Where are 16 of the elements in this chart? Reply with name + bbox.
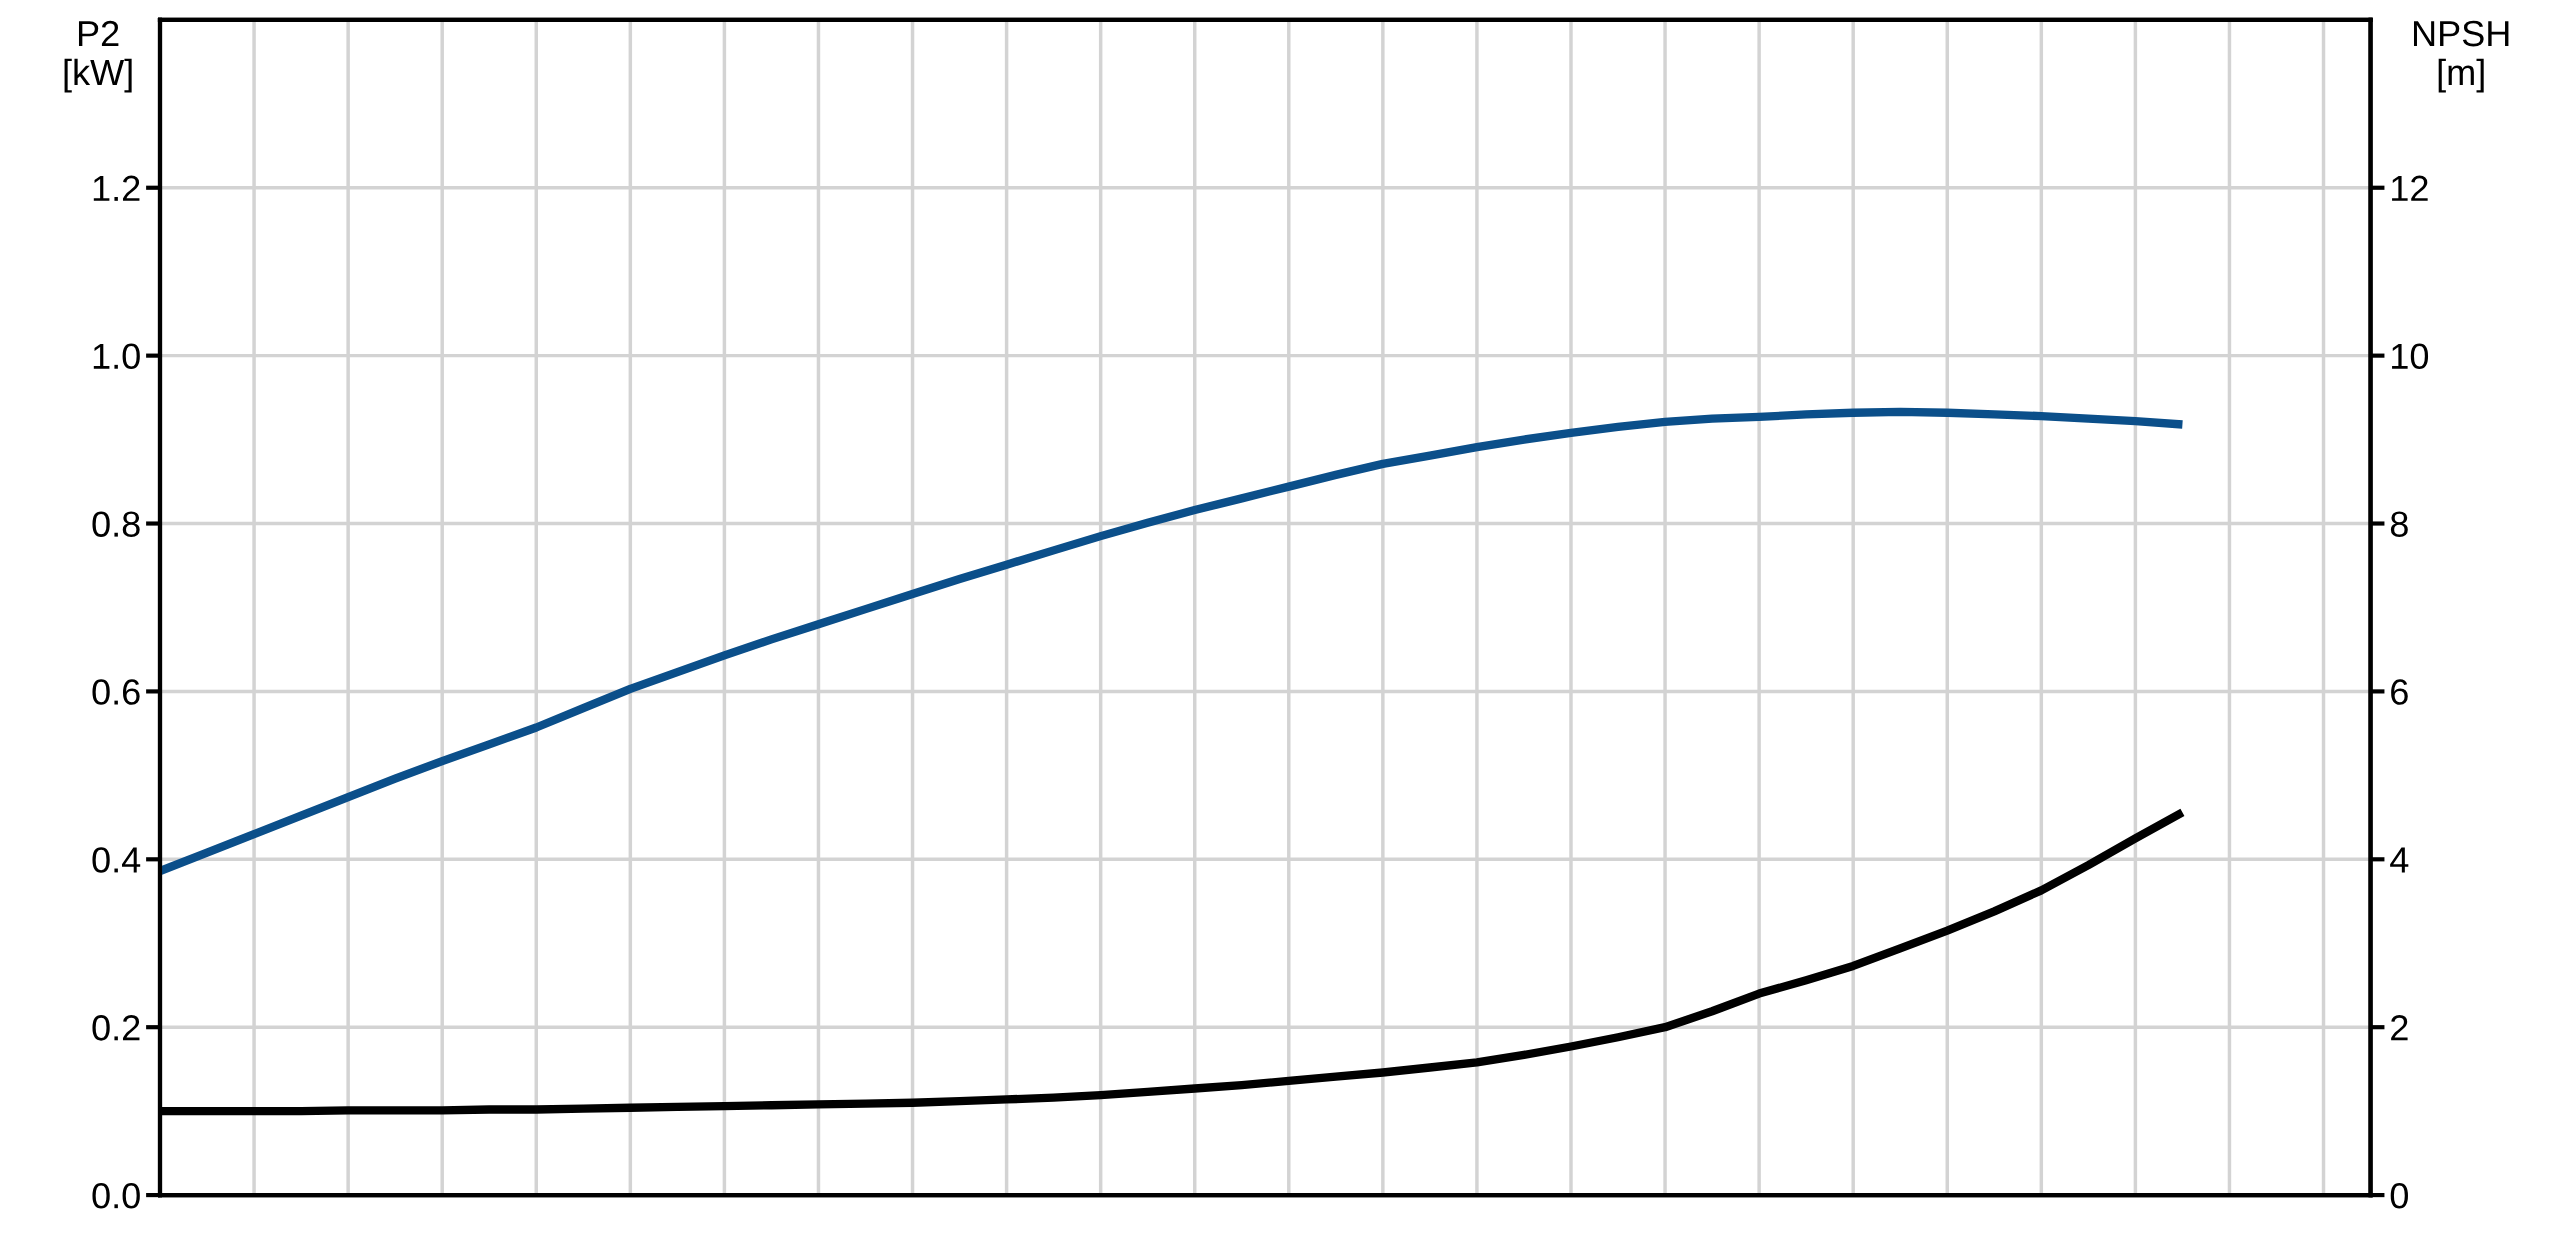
y-tick-label: 0.6	[92, 679, 140, 705]
y-tick-label: 0.8	[92, 511, 140, 537]
y-tick-label: 0.4	[92, 847, 141, 873]
y-tick-label: 0.2	[92, 1015, 140, 1041]
y2-tick-label: 8	[2390, 511, 2408, 537]
y2-tick-label: 10	[2392, 343, 2429, 370]
y-tick-label: 1.2	[93, 175, 140, 201]
y2-tick-label: 4	[2390, 847, 2409, 873]
y-tick-label: 1.0	[93, 343, 140, 370]
y2-axis-title: NPSH [m]	[2413, 20, 2509, 93]
y-tick-label: 0.0	[92, 1182, 140, 1209]
y2-tick-label: 6	[2391, 679, 2408, 705]
y2-tick-label: 0	[2390, 1182, 2408, 1209]
y2-tick-label: 2	[2391, 1015, 2408, 1041]
y-axis-title: P2 [kW]	[64, 20, 132, 93]
y2-tick-label: 12	[2392, 175, 2428, 201]
